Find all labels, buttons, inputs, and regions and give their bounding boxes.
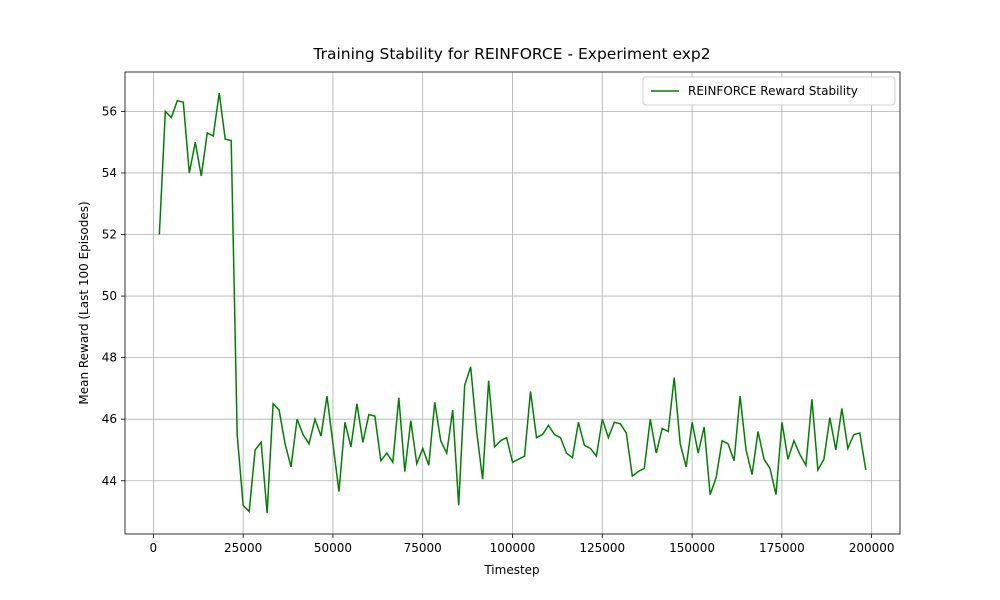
x-axis-label: Timestep	[483, 563, 539, 577]
x-tick-label: 50000	[314, 541, 352, 555]
legend-box	[642, 76, 896, 106]
legend-label: REINFORCE Reward Stability	[688, 84, 858, 98]
x-tick-label: 150000	[669, 541, 715, 555]
chart-title: Training Stability for REINFORCE - Exper…	[312, 45, 710, 63]
x-tick-label: 100000	[490, 541, 536, 555]
y-axis-label: Mean Reward (Last 100 Episodes)	[77, 201, 91, 404]
x-tick-label: 75000	[404, 541, 442, 555]
x-tick-label: 175000	[759, 541, 805, 555]
x-tick-label: 25000	[224, 541, 262, 555]
x-tick-label: 200000	[849, 541, 895, 555]
y-tick-label: 52	[102, 228, 117, 242]
y-tick-label: 48	[102, 351, 117, 365]
y-tick-label: 54	[102, 166, 117, 180]
y-tick-label: 44	[102, 474, 117, 488]
y-tick-label: 46	[102, 412, 117, 426]
y-tick-label: 56	[102, 104, 117, 118]
plot-frame	[124, 71, 901, 535]
line-series	[158, 92, 867, 514]
y-tick-label: 50	[102, 289, 117, 303]
x-tick-label: 0	[150, 541, 158, 555]
x-tick-label: 125000	[579, 541, 625, 555]
